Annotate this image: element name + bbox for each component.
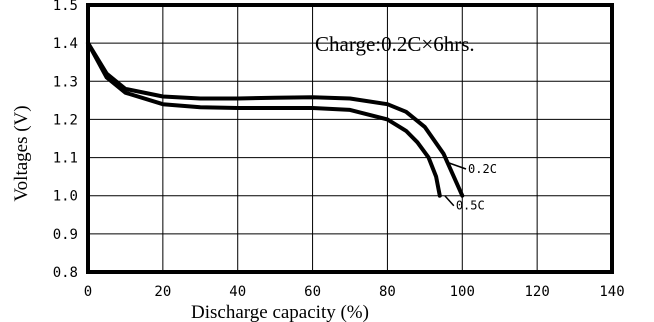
x-tick-label-1: 20 [154, 284, 171, 300]
series-label-0: 0.2C [468, 162, 497, 176]
y-axis-title: Voltages (V) [11, 105, 32, 201]
x-tick-label-0: 0 [84, 284, 92, 300]
y-tick-label-5: 1.3 [53, 74, 78, 90]
x-axis-title: Discharge capacity (%) [191, 302, 369, 322]
series-labels: 0.2C 0.5C [444, 161, 497, 213]
y-tick-label-2: 1.0 [53, 189, 78, 205]
series-leader-0 [445, 161, 467, 170]
series-label-1: 0.5C [456, 199, 485, 213]
x-tick-label-3: 60 [304, 284, 321, 300]
series-leader-1 [444, 195, 455, 207]
series-line-0-5c [86, 41, 442, 198]
x-tick-label-2: 40 [229, 284, 246, 300]
tick-labels: 0 20 40 60 80 100 120 140 0.8 0.9 1.0 1.1 1.2 1.3 1.4 1… [53, 0, 625, 300]
x-tick-label-7: 140 [599, 284, 624, 300]
plot-frame [86, 3, 614, 274]
x-tick-label-5: 100 [450, 284, 475, 300]
y-tick-label-6: 1.4 [53, 36, 78, 52]
y-tick-label-0: 0.8 [53, 265, 78, 281]
y-tick-label-1: 0.9 [53, 227, 78, 243]
x-tick-label-6: 120 [524, 284, 549, 300]
charge-annotation: Charge:0.2C×6hrs. [315, 32, 475, 56]
x-tick-label-4: 80 [379, 284, 396, 300]
y-tick-label-3: 1.1 [53, 151, 78, 167]
y-tick-label-4: 1.2 [53, 112, 78, 128]
y-tick-label-7: 1.5 [53, 0, 78, 14]
series-lines [86, 41, 465, 198]
grid-lines [87, 4, 613, 273]
series-line-0-2c [86, 41, 465, 198]
